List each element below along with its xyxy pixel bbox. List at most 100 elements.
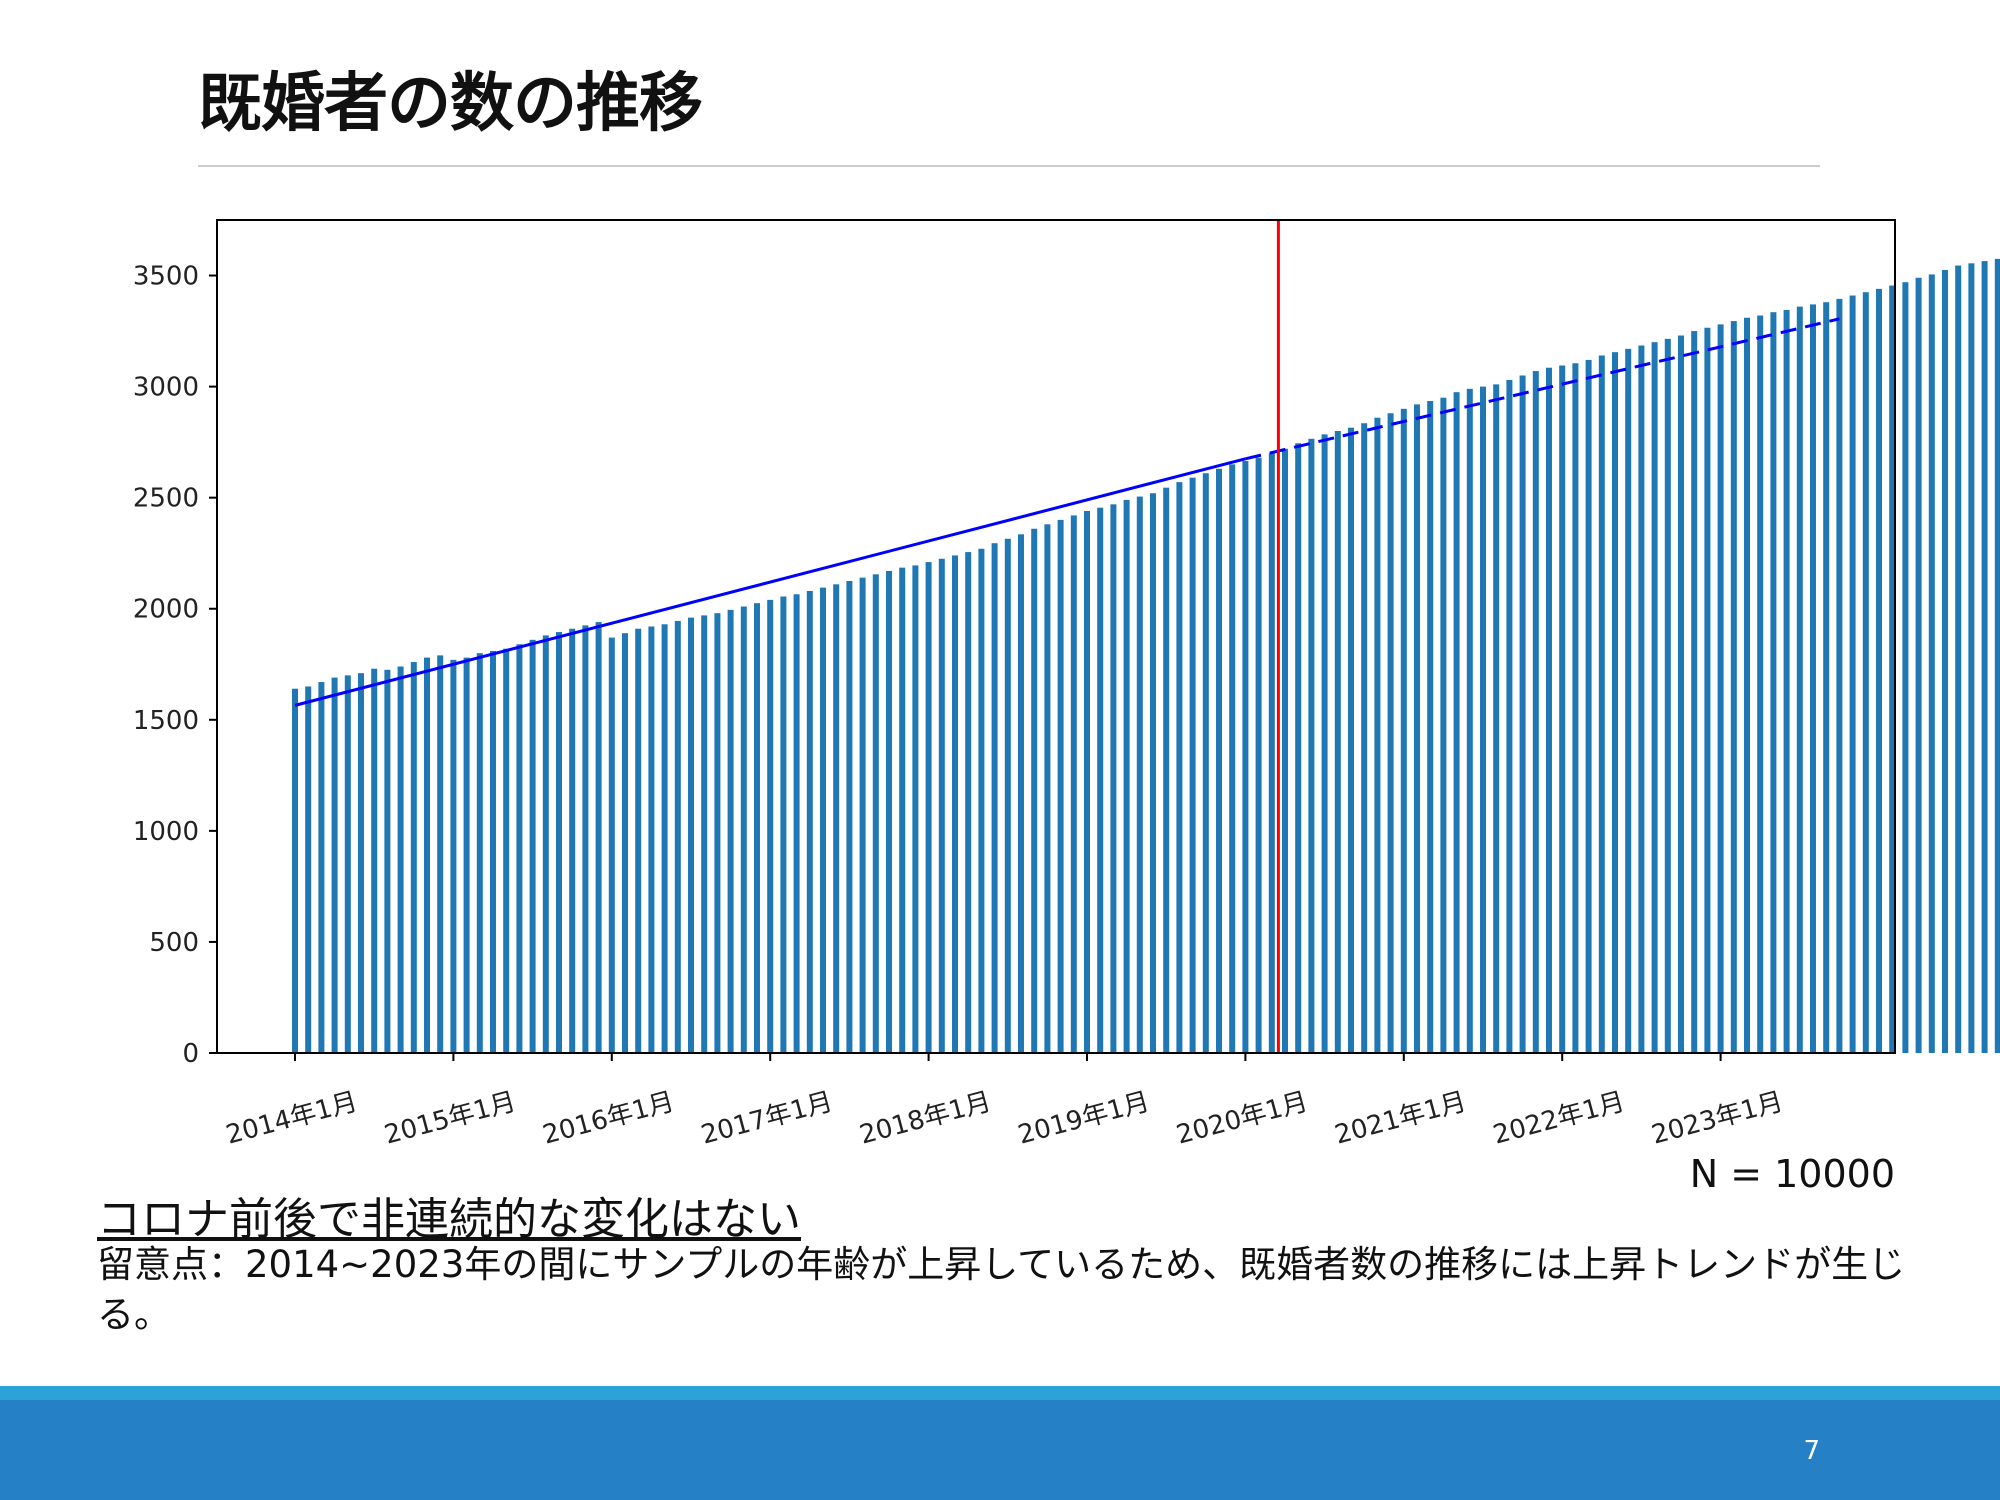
bar bbox=[965, 552, 972, 1053]
bar bbox=[1202, 473, 1209, 1053]
bar bbox=[424, 657, 430, 1053]
bar bbox=[1730, 321, 1737, 1053]
bar bbox=[1810, 304, 1816, 1054]
bar bbox=[740, 606, 747, 1053]
bar bbox=[767, 599, 774, 1053]
projected-trend-line bbox=[1245, 317, 1840, 461]
bar bbox=[1150, 493, 1156, 1053]
bar bbox=[1638, 345, 1645, 1053]
bar bbox=[1519, 375, 1526, 1053]
bar bbox=[1031, 528, 1038, 1053]
bar bbox=[1717, 324, 1724, 1053]
bar bbox=[1625, 348, 1632, 1053]
bar bbox=[661, 624, 668, 1053]
bar bbox=[1374, 417, 1381, 1053]
bar bbox=[1572, 363, 1579, 1053]
bar bbox=[450, 659, 457, 1053]
bar bbox=[1018, 534, 1024, 1053]
bar bbox=[1348, 427, 1354, 1053]
bar bbox=[1057, 519, 1064, 1053]
bar bbox=[1361, 423, 1368, 1053]
bar bbox=[1889, 285, 1896, 1054]
bar bbox=[806, 590, 813, 1053]
x-tick-label: 2020年1月 bbox=[1173, 1087, 1311, 1151]
bar bbox=[622, 633, 628, 1053]
sample-size-label: N = 10000 bbox=[1689, 1152, 1895, 1196]
x-tick-label: 2022年1月 bbox=[1490, 1087, 1628, 1151]
y-tick-label: 1000 bbox=[133, 817, 199, 847]
bar bbox=[1229, 464, 1236, 1053]
bar bbox=[978, 548, 985, 1053]
bar bbox=[437, 655, 444, 1053]
bar bbox=[1598, 355, 1605, 1053]
bar bbox=[1414, 404, 1420, 1053]
x-tick-label: 2015年1月 bbox=[381, 1087, 519, 1151]
bar bbox=[1110, 504, 1117, 1053]
bar bbox=[608, 637, 615, 1053]
bar bbox=[1942, 269, 1948, 1054]
bar bbox=[1862, 292, 1869, 1053]
y-tick-label: 1500 bbox=[133, 706, 199, 736]
bar bbox=[529, 639, 536, 1053]
bar bbox=[938, 558, 945, 1053]
title-divider bbox=[198, 165, 1820, 167]
y-tick-label: 0 bbox=[182, 1039, 199, 1069]
footer-bar: 7 bbox=[0, 1400, 2000, 1500]
bar bbox=[674, 620, 681, 1053]
bar bbox=[1915, 277, 1922, 1054]
bar bbox=[1651, 342, 1658, 1053]
bar bbox=[1559, 365, 1566, 1054]
married-count-bar-chart: 0 500 1000 1500 2000 2500 3000 3500 2014年1月 2015… bbox=[133, 219, 2000, 1151]
bar bbox=[1664, 338, 1671, 1054]
bar bbox=[1981, 261, 1988, 1053]
bar bbox=[1295, 443, 1302, 1053]
conclusion-text: コロナ前後で非連続的な変化はない bbox=[97, 1194, 801, 1245]
bar bbox=[1453, 392, 1460, 1053]
x-tick-label: 2014年1月 bbox=[223, 1087, 361, 1151]
bar bbox=[1994, 258, 2000, 1054]
bar bbox=[318, 682, 325, 1053]
bar bbox=[886, 570, 892, 1053]
bar bbox=[1546, 367, 1552, 1054]
y-tick-label: 2000 bbox=[133, 595, 199, 625]
bar bbox=[1282, 448, 1288, 1053]
bar bbox=[1387, 413, 1394, 1054]
bar bbox=[1440, 397, 1447, 1053]
bar bbox=[701, 615, 708, 1053]
x-tick-label: 2019年1月 bbox=[1015, 1087, 1153, 1151]
bar bbox=[952, 555, 958, 1053]
bar bbox=[1506, 379, 1513, 1053]
bar bbox=[1163, 487, 1170, 1053]
bar bbox=[1532, 371, 1539, 1053]
slide-title: 既婚者の数の推移 bbox=[198, 67, 703, 141]
bar bbox=[846, 580, 853, 1053]
bar bbox=[1770, 312, 1777, 1054]
bar bbox=[476, 653, 483, 1053]
bar bbox=[1242, 461, 1249, 1054]
y-tick-label: 500 bbox=[149, 928, 199, 958]
bar bbox=[714, 613, 721, 1053]
bar bbox=[1757, 315, 1764, 1053]
bar bbox=[1493, 384, 1500, 1053]
x-tick-label: 2023年1月 bbox=[1649, 1087, 1787, 1151]
bar bbox=[1044, 524, 1051, 1053]
bar bbox=[1585, 359, 1592, 1054]
bar bbox=[542, 635, 549, 1053]
bar bbox=[1136, 496, 1143, 1053]
bar bbox=[1744, 317, 1750, 1054]
bar bbox=[925, 562, 932, 1053]
y-axis: 0 500 1000 1500 2000 2500 3000 3500 bbox=[133, 262, 217, 1069]
bar bbox=[754, 603, 760, 1053]
bar bbox=[358, 673, 364, 1053]
bar bbox=[516, 644, 523, 1053]
bar bbox=[1084, 510, 1090, 1054]
bar bbox=[1004, 538, 1011, 1053]
bar bbox=[1176, 482, 1183, 1054]
bar bbox=[490, 650, 496, 1053]
bar bbox=[1321, 434, 1328, 1054]
bar bbox=[1216, 468, 1222, 1054]
bar bbox=[1612, 352, 1618, 1054]
bar bbox=[899, 567, 906, 1053]
bar bbox=[1796, 306, 1803, 1054]
x-tick-label: 2016年1月 bbox=[540, 1087, 678, 1151]
